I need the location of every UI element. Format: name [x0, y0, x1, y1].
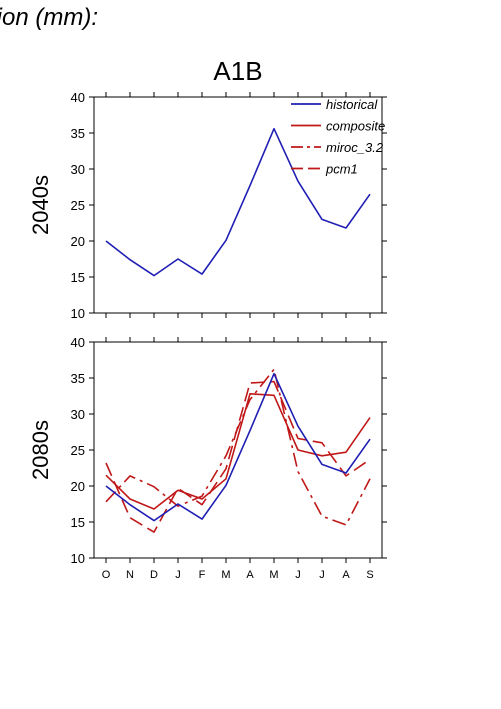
panel-label-2080s: 2080s [28, 420, 53, 480]
x-tick-label-8: J [295, 569, 301, 581]
scenario-title: A1B [213, 56, 262, 86]
legend-label-historical: historical [326, 97, 378, 112]
legend-label-composite: composite [326, 119, 385, 134]
x-tick-label-0: O [102, 569, 111, 581]
y-tick-label: 35 [71, 126, 85, 141]
panel-2080s: 10 15 20 25 30 35 40 O N D J F M A M J J A S 2080s [28, 335, 387, 581]
series-line-historical [105, 127, 371, 277]
x-tick-label-7: M [269, 569, 278, 581]
series-line-miroc_3.2 [105, 368, 371, 526]
x-tick-label-6: A [246, 569, 254, 581]
y-tick-label: 40 [71, 335, 85, 350]
y-tick-label: 40 [71, 90, 85, 105]
series-line-pcm1 [105, 380, 371, 533]
y-tick-label: 35 [71, 371, 85, 386]
x-tick-label-3: J [175, 569, 181, 581]
x-tick-label-2: D [150, 569, 158, 581]
y-tick-label: 25 [71, 198, 85, 213]
x-tick-label-9: J [319, 569, 325, 581]
panel-frame [93, 341, 383, 559]
y-tick-label: 10 [71, 306, 85, 321]
y-tick-label: 25 [71, 443, 85, 458]
x-tick-label-5: M [221, 569, 230, 581]
panel-label-2040s: 2040s [28, 175, 53, 235]
y-tick-label: 20 [71, 234, 85, 249]
y-tick-label: 30 [71, 407, 85, 422]
legend: historical composite miroc_3.2 pcm1 [291, 97, 385, 177]
series-line-composite [105, 392, 371, 510]
y-tick-label: 15 [71, 270, 85, 285]
x-tick-label-1: N [126, 569, 134, 581]
y-tick-label: 20 [71, 479, 85, 494]
x-tick-label-4: F [199, 569, 206, 581]
x-tick-label-11: S [366, 569, 373, 581]
y-tick-label: 30 [71, 162, 85, 177]
series-line-historical [105, 372, 371, 522]
y-tick-label: 15 [71, 515, 85, 530]
chart-header-text: tion (mm): [0, 4, 98, 31]
x-tick-label-10: A [342, 569, 350, 581]
panel-2040s: 10 15 20 25 30 35 40 2040s [28, 90, 387, 321]
y-tick-label: 10 [71, 551, 85, 566]
legend-label-pcm1: pcm1 [325, 162, 358, 177]
legend-label-miroc_3.2: miroc_3.2 [326, 140, 384, 155]
